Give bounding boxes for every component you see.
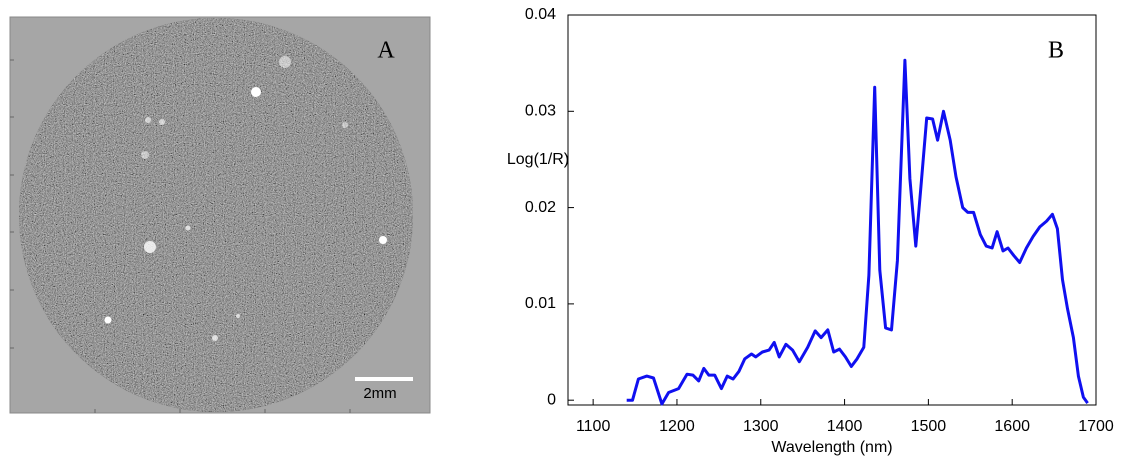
data-line <box>626 58 1089 406</box>
panel-label: B <box>1048 38 1064 64</box>
image-ticks <box>10 59 351 413</box>
x-tick-label: 1400 <box>827 418 863 435</box>
y-tick-label: 0.04 <box>525 6 556 23</box>
scale-bar-label: 2mm <box>363 385 396 402</box>
x-tick-label: 1100 <box>576 418 611 435</box>
x-tick-label: 1300 <box>743 418 779 435</box>
panel-label: A <box>377 38 395 64</box>
y-tick-label: 0.02 <box>525 199 556 216</box>
x-axis-label: Wavelength (nm) <box>771 439 892 456</box>
sample-texture <box>19 18 413 412</box>
y-tick-label: 0.03 <box>525 103 556 120</box>
bright-spots <box>104 56 387 341</box>
plot-frame <box>567 14 1097 406</box>
x-tick-label: 1500 <box>911 418 947 435</box>
y-tick-label: 0.01 <box>525 295 556 312</box>
x-tick-label: 1200 <box>659 418 695 435</box>
x-tick-label: 1700 <box>1078 418 1114 435</box>
x-tick-label: 1600 <box>994 418 1030 435</box>
image-panel: 2mm A <box>9 16 431 414</box>
chart: B Wavelength (nm) Log(1/R) 0 0.01 0.02 0.03… <box>507 6 1114 456</box>
y-axis-label: Log(1/R) <box>507 151 569 168</box>
y-tick-label: 0 <box>547 391 556 408</box>
